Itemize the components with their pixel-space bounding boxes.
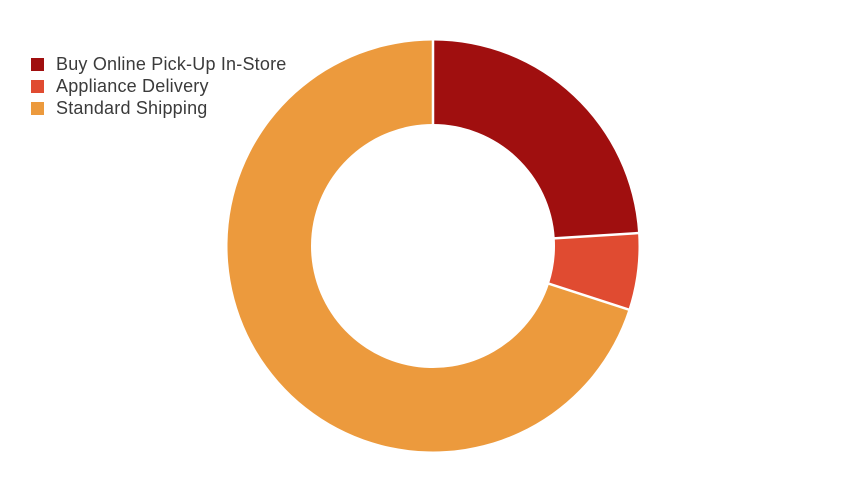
legend-item-buy-online-pick-up-in-store[interactable]: Buy Online Pick-Up In-Store [31, 53, 287, 75]
legend-item-label: Buy Online Pick-Up In-Store [56, 54, 287, 74]
donut-segment-standard-shipping[interactable] [227, 40, 629, 452]
segment-separator [553, 231, 640, 240]
chart-legend: Buy Online Pick-Up In-Store Appliance De… [31, 53, 287, 119]
segment-separator [547, 282, 630, 311]
legend-item-label: Standard Shipping [56, 98, 208, 118]
donut-segment-buy-online-pick-up-in-store[interactable] [433, 40, 639, 239]
legend-item-appliance-delivery[interactable]: Appliance Delivery [31, 75, 287, 97]
legend-item-standard-shipping[interactable]: Standard Shipping [31, 97, 287, 119]
legend-item-label: Appliance Delivery [56, 76, 209, 96]
legend-swatch-icon [31, 101, 44, 115]
legend-swatch-icon [31, 79, 44, 93]
legend-swatch-icon [31, 57, 44, 71]
